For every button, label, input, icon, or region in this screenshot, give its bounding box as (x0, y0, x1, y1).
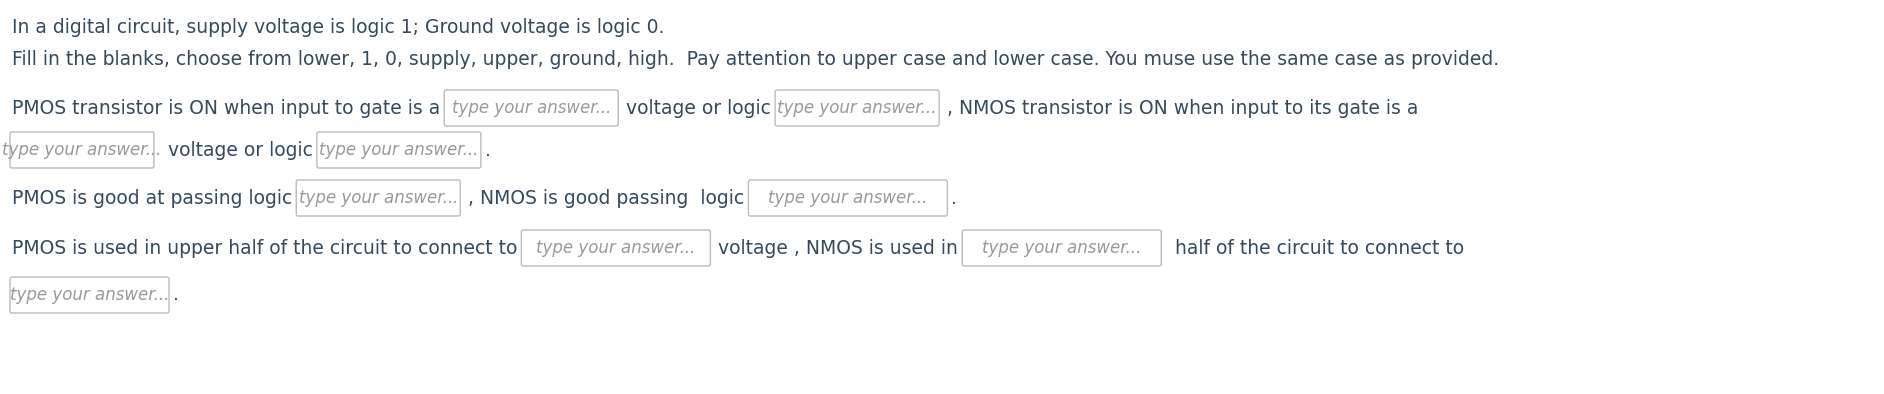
Text: type your answer...: type your answer... (298, 189, 458, 207)
FancyBboxPatch shape (9, 277, 170, 313)
Text: half of the circuit to connect to: half of the circuit to connect to (1162, 238, 1464, 258)
Text: In a digital circuit, supply voltage is logic 1; Ground voltage is logic 0.: In a digital circuit, supply voltage is … (11, 18, 665, 37)
Text: PMOS transistor is ON when input to gate is a: PMOS transistor is ON when input to gate… (11, 98, 447, 117)
Text: type your answer...: type your answer... (778, 99, 936, 117)
Text: , NMOS is good passing  logic: , NMOS is good passing logic (462, 188, 750, 208)
FancyBboxPatch shape (522, 230, 710, 266)
Text: PMOS is used in upper half of the circuit to connect to: PMOS is used in upper half of the circui… (11, 238, 524, 258)
Text: type your answer...: type your answer... (769, 189, 927, 207)
FancyBboxPatch shape (774, 90, 938, 126)
FancyBboxPatch shape (296, 180, 460, 216)
Text: voltage or logic: voltage or logic (156, 141, 318, 160)
Text: voltage , NMOS is used in: voltage , NMOS is used in (712, 238, 965, 258)
Text: .: . (168, 286, 179, 305)
Text: type your answer...: type your answer... (318, 141, 479, 159)
FancyBboxPatch shape (963, 230, 1161, 266)
Text: Fill in the blanks, choose from lower, 1, 0, supply, upper, ground, high.  Pay a: Fill in the blanks, choose from lower, 1… (11, 50, 1500, 69)
Text: voltage or logic: voltage or logic (620, 98, 776, 117)
Text: type your answer...: type your answer... (452, 99, 610, 117)
Text: type your answer...: type your answer... (2, 141, 162, 159)
FancyBboxPatch shape (445, 90, 618, 126)
FancyBboxPatch shape (317, 132, 480, 168)
Text: PMOS is good at passing logic: PMOS is good at passing logic (11, 188, 298, 208)
Text: type your answer...: type your answer... (537, 239, 695, 257)
FancyBboxPatch shape (9, 132, 154, 168)
Text: .: . (479, 141, 490, 160)
Text: type your answer...: type your answer... (9, 286, 170, 304)
Text: , NMOS transistor is ON when input to its gate is a: , NMOS transistor is ON when input to it… (942, 98, 1419, 117)
FancyBboxPatch shape (748, 180, 948, 216)
Text: .: . (946, 188, 957, 208)
Text: type your answer...: type your answer... (982, 239, 1142, 257)
